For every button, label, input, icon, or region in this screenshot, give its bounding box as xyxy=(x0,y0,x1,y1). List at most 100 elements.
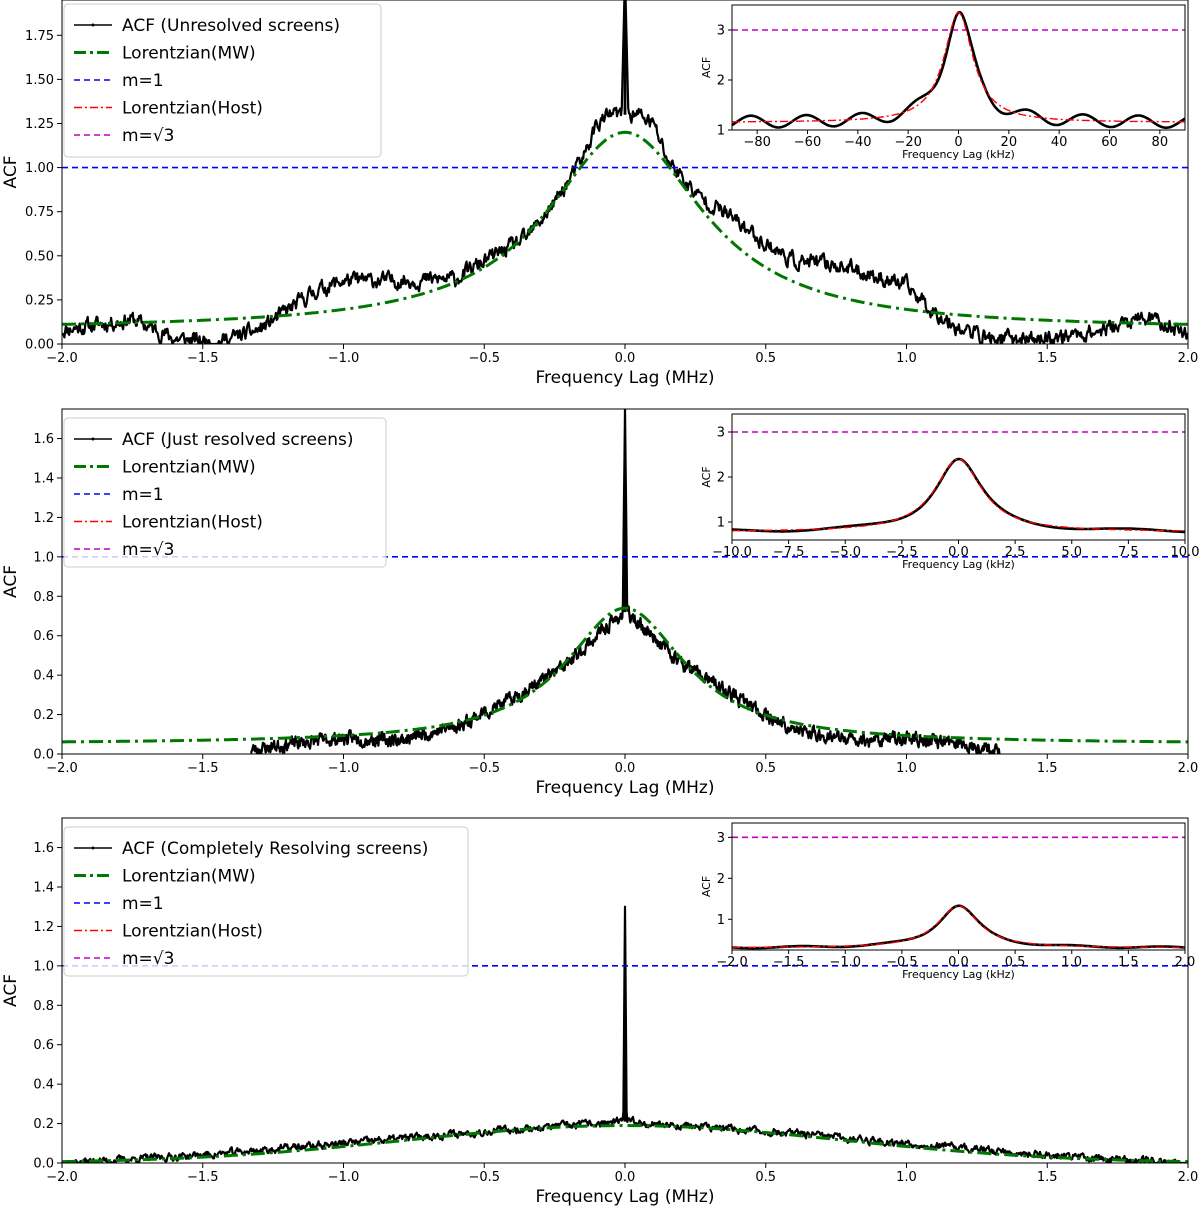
inset-host-lorentzian xyxy=(732,11,1185,123)
x-axis-label: Frequency Lag (MHz) xyxy=(536,368,715,388)
inset-x-tick-label: −2.0 xyxy=(716,955,748,970)
inset-x-tick-label: −1.0 xyxy=(829,955,861,970)
inset-x-tick-label: −20 xyxy=(894,135,921,150)
legend-label-mw: Lorentzian(MW) xyxy=(122,44,256,64)
inset-x-tick-label: 60 xyxy=(1101,135,1118,150)
y-tick-label: 0.4 xyxy=(33,1078,54,1093)
inset-x-tick-label: −1.5 xyxy=(773,955,805,970)
y-tick-label: 1.2 xyxy=(33,920,54,935)
x-tick-label: 0.0 xyxy=(615,761,636,776)
y-tick-label: 1.00 xyxy=(25,161,54,176)
inset-x-tick-label: −5.0 xyxy=(829,545,861,560)
x-tick-label: 2.0 xyxy=(1178,761,1199,776)
y-tick-label: 0.2 xyxy=(33,708,54,723)
x-tick-label: 0.5 xyxy=(755,761,776,776)
inset-x-tick-label: −80 xyxy=(743,135,770,150)
acf-series-line xyxy=(250,409,1001,754)
panel-bottom: −2.0 −1.5 −1.0 −0.5 0.0 0.5 1.0 1.5 2.0 0.0 0.2 0.4… xyxy=(1,817,1199,1207)
inset-y-tick-label: 2 xyxy=(717,74,725,89)
inset-y-tick-label: 3 xyxy=(717,426,725,441)
legend-label-m1: m=1 xyxy=(122,485,164,505)
panel-top: −2.0 −1.5 −1.0 −0.5 0.0 0.5 1.0 1.5 2.0 0.00 0.25 0… xyxy=(1,0,1198,388)
legend-label-msqrt3: m=√3 xyxy=(122,126,174,146)
legend-marker-acf xyxy=(91,437,95,441)
x-tick-label: −1.0 xyxy=(328,761,360,776)
x-tick-label: 0.5 xyxy=(755,1170,776,1185)
x-tick-label: −0.5 xyxy=(468,351,500,366)
x-tick-label: 0.0 xyxy=(615,351,636,366)
x-tick-label: 1.0 xyxy=(896,1170,917,1185)
legend-label-acf: ACF (Unresolved screens) xyxy=(122,16,340,36)
y-tick-label: 1.2 xyxy=(33,511,54,526)
y-tick-label: 0.25 xyxy=(25,293,54,308)
inset-plot: −10.0 −7.5 −5.0 −2.5 0.0 2.5 5.0 7.5 10.0 1 2 3 Freq… xyxy=(700,413,1200,571)
acf-series-line xyxy=(62,0,1188,344)
x-tick-label: −1.0 xyxy=(328,351,360,366)
lorentzian-mw-curve xyxy=(62,130,1188,326)
y-tick-label: 1.50 xyxy=(25,73,54,88)
panel-middle: −2.0 −1.5 −1.0 −0.5 0.0 0.5 1.0 1.5 2.0 0.0 0.2 0.4… xyxy=(1,408,1200,798)
inset-y-tick-label: 2 xyxy=(717,872,725,887)
x-tick-label: −0.5 xyxy=(468,761,500,776)
x-tick-label: −1.5 xyxy=(187,761,219,776)
inset-y-axis-label: ACF xyxy=(700,57,713,78)
legend-label-m1: m=1 xyxy=(122,71,164,91)
y-tick-label: 1.75 xyxy=(25,29,54,44)
x-tick-label: −2.0 xyxy=(46,761,78,776)
y-tick-label: 1.6 xyxy=(33,841,54,856)
inset-x-tick-label: 40 xyxy=(1051,135,1068,150)
x-tick-label: −0.5 xyxy=(468,1170,500,1185)
y-tick-label: 0.8 xyxy=(33,999,54,1014)
inset-y-tick-label: 3 xyxy=(717,24,725,39)
legend-label-acf: ACF (Completely Resolving screens) xyxy=(122,839,428,859)
x-tick-label: −1.0 xyxy=(328,1170,360,1185)
inset-x-tick-label: 80 xyxy=(1152,135,1169,150)
inset-y-axis-label: ACF xyxy=(700,876,713,897)
y-tick-label: 1.0 xyxy=(33,959,54,974)
plot-content xyxy=(62,409,1188,754)
x-tick-label: 0.5 xyxy=(755,351,776,366)
x-tick-label: 2.0 xyxy=(1178,1170,1199,1185)
x-tick-label: 1.0 xyxy=(896,761,917,776)
inset-x-axis-label: Frequency Lag (kHz) xyxy=(902,558,1015,571)
y-tick-label: 1.25 xyxy=(25,117,54,132)
y-axis-label: ACF xyxy=(1,974,21,1007)
y-tick-label: 0.2 xyxy=(33,1117,54,1132)
y-axis-label: ACF xyxy=(1,565,21,598)
legend-label-msqrt3: m=√3 xyxy=(122,540,174,560)
plot-content xyxy=(62,0,1188,344)
inset-plot: −2.0 −1.5 −1.0 −0.5 0.0 0.5 1.0 1.5 2.0 1 2 3 Freque… xyxy=(700,822,1195,981)
inset-area xyxy=(732,5,1185,130)
inset-y-tick-label: 3 xyxy=(717,831,725,846)
y-tick-label: 0.8 xyxy=(33,590,54,605)
y-tick-label: 0.6 xyxy=(33,1038,54,1053)
inset-content xyxy=(732,431,1185,534)
inset-x-tick-label: 0.0 xyxy=(948,955,969,970)
y-tick-label: 1.6 xyxy=(33,432,54,447)
inset-x-axis-label: Frequency Lag (kHz) xyxy=(902,148,1015,161)
inset-x-tick-label: 0.0 xyxy=(948,545,969,560)
y-axis-label: ACF xyxy=(1,156,21,189)
inset-host-lorentzian xyxy=(732,905,1185,949)
inset-area xyxy=(732,823,1185,950)
x-tick-label: 1.5 xyxy=(1037,1170,1058,1185)
legend-label-mw: Lorentzian(MW) xyxy=(122,458,256,478)
legend-label-mw: Lorentzian(MW) xyxy=(122,867,256,887)
y-tick-label: 0.4 xyxy=(33,669,54,684)
inset-x-tick-label: 1.0 xyxy=(1061,955,1082,970)
x-tick-label: −1.5 xyxy=(187,1170,219,1185)
inset-x-tick-label: 10.0 xyxy=(1171,545,1200,560)
inset-x-tick-label: 5.0 xyxy=(1061,545,1082,560)
y-tick-label: 0.75 xyxy=(25,205,54,220)
inset-x-tick-label: −10.0 xyxy=(712,545,752,560)
inset-x-tick-label: −0.5 xyxy=(886,955,918,970)
y-tick-label: 0.0 xyxy=(33,1157,54,1172)
legend-label-m1: m=1 xyxy=(122,894,164,914)
x-axis-label: Frequency Lag (MHz) xyxy=(536,778,715,798)
inset-x-tick-label: 7.5 xyxy=(1118,545,1139,560)
legend-label-host: Lorentzian(Host) xyxy=(122,99,263,119)
x-tick-label: 0.0 xyxy=(615,1170,636,1185)
inset-content xyxy=(732,836,1185,950)
inset-y-tick-label: 2 xyxy=(717,471,725,486)
inset-content xyxy=(732,10,1185,129)
